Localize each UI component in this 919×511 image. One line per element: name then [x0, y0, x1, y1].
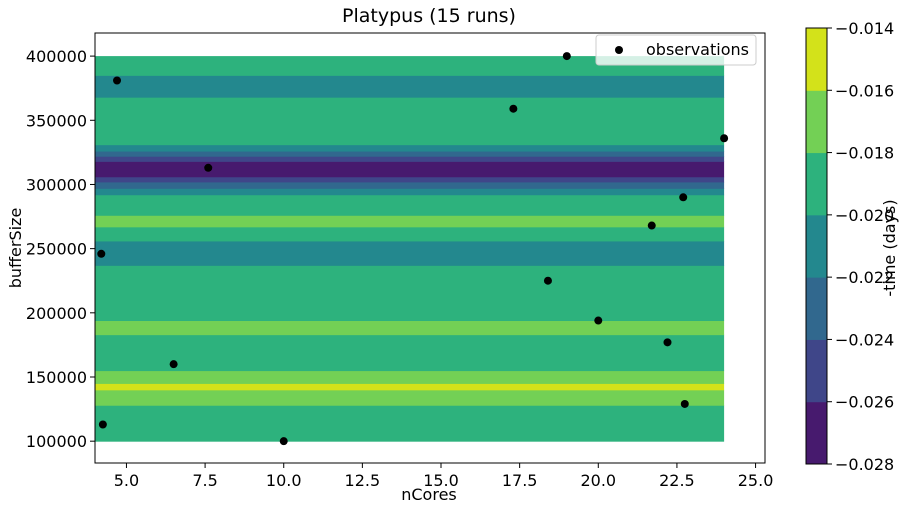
heatmap-band — [95, 226, 725, 242]
observation-points — [97, 52, 729, 446]
y-tick-label: 150000 — [26, 368, 87, 387]
observation-point — [509, 104, 518, 113]
chart-title: Platypus (15 runs) — [342, 5, 516, 27]
colorbar-tick-label: −0.020 — [835, 206, 894, 225]
y-tick-label: 100000 — [26, 432, 87, 451]
x-tick-label: 15.0 — [423, 471, 459, 490]
heatmap-band — [95, 389, 725, 406]
x-axis: 5.0 7.5 10.0 12.5 15.0 17.5 20.0 22.5 25.0 — [114, 463, 774, 490]
colorbar: −0.028 −0.026 −0.024 −0.022 −0.020 −0.018 −0.0… — [805, 19, 894, 474]
x-tick-label: 25.0 — [738, 471, 774, 490]
observation-point — [204, 163, 213, 172]
x-tick-label: 7.5 — [192, 471, 217, 490]
heatmap-band — [95, 194, 725, 216]
y-axis-title: bufferSize — [6, 208, 25, 289]
heatmap-band — [95, 215, 725, 228]
observation-point — [663, 338, 672, 347]
heatmap-band — [95, 151, 725, 157]
colorbar-tick-label: −0.028 — [835, 455, 894, 474]
legend-marker — [615, 46, 623, 54]
heatmap-band — [95, 334, 725, 372]
colorbar-frame — [805, 27, 828, 465]
observation-point — [647, 221, 656, 230]
colorbar-segment — [806, 214, 827, 278]
observation-point — [679, 193, 688, 202]
observation-point — [543, 276, 552, 285]
y-tick-label: 250000 — [26, 240, 87, 259]
y-tick-label: 400000 — [26, 47, 87, 66]
plot-frame — [94, 32, 766, 464]
heatmap-band — [95, 320, 725, 336]
legend-label: observations — [646, 40, 749, 59]
heatmap-band — [95, 176, 725, 183]
observation-point — [113, 76, 122, 85]
colorbar-segment — [806, 28, 827, 91]
heatmap-band — [95, 161, 725, 178]
colorbar-tick-label: −0.014 — [835, 19, 894, 38]
y-tick-label: 300000 — [26, 175, 87, 194]
colorbar-segment — [806, 277, 827, 340]
heatmap — [95, 56, 725, 442]
x-tick-label: 5.0 — [114, 471, 139, 490]
observation-point — [279, 437, 288, 446]
x-tick-label: 20.0 — [580, 471, 616, 490]
y-tick-label: 350000 — [26, 111, 87, 130]
observation-point — [680, 399, 689, 408]
heatmap-band — [95, 188, 725, 196]
colorbar-title: -time (days) — [880, 199, 899, 296]
y-axis: 100000 150000 200000 250000 300000 350000 4000… — [26, 47, 95, 451]
colorbar-segment — [806, 90, 827, 154]
heatmap-band — [95, 75, 725, 98]
heatmap-band — [95, 97, 725, 146]
y-tick-label: 200000 — [26, 304, 87, 323]
x-tick-label: 22.5 — [659, 471, 695, 490]
heatmap-band — [95, 181, 725, 189]
legend-box — [595, 34, 757, 66]
colorbar-tick-label: −0.016 — [835, 81, 894, 100]
heatmap-band — [95, 383, 725, 391]
observation-point — [97, 249, 106, 258]
heatmap-band — [95, 370, 725, 384]
heatmap-band — [95, 156, 725, 162]
observation-point — [98, 420, 107, 429]
colorbar-segment — [806, 152, 827, 216]
heatmap-band — [95, 405, 725, 442]
x-axis-title: nCores — [401, 485, 457, 504]
colorbar-segment — [806, 401, 827, 465]
colorbar-tick-label: −0.026 — [835, 393, 894, 412]
heatmap-band — [95, 265, 725, 322]
observation-point — [594, 316, 603, 325]
colorbar-tick-label: −0.022 — [835, 268, 894, 287]
observation-point — [169, 360, 178, 369]
legend: observations — [595, 34, 757, 66]
x-tick-label: 17.5 — [502, 471, 538, 490]
observation-point — [562, 52, 571, 61]
x-tick-label: 12.5 — [345, 471, 381, 490]
heatmap-band — [95, 144, 725, 152]
colorbar-tick-label: −0.018 — [835, 144, 894, 163]
colorbar-tick-label: −0.024 — [835, 330, 894, 349]
heatmap-band — [95, 240, 725, 266]
x-tick-label: 10.0 — [266, 471, 302, 490]
colorbar-segment — [806, 339, 827, 403]
observation-point — [720, 134, 729, 143]
heatmap-band — [95, 56, 725, 76]
